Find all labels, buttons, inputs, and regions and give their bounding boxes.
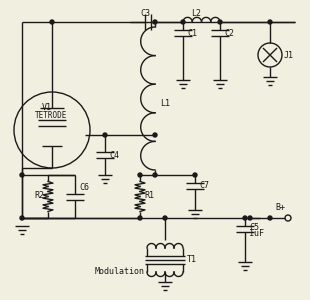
Circle shape [163,216,167,220]
Circle shape [153,20,157,24]
Circle shape [50,20,54,24]
Text: J1: J1 [284,50,294,59]
Circle shape [248,216,252,220]
Text: L2: L2 [191,8,201,17]
Circle shape [138,173,142,177]
Circle shape [153,173,157,177]
Circle shape [20,216,24,220]
Circle shape [20,173,24,177]
Text: R2: R2 [34,191,44,200]
Circle shape [103,133,107,137]
Circle shape [193,173,197,177]
Text: L1: L1 [160,98,170,107]
Text: Modulation: Modulation [95,268,145,277]
Circle shape [218,20,222,24]
Text: C5: C5 [249,223,259,232]
Text: C6: C6 [79,184,89,193]
Text: V1: V1 [42,103,52,112]
Text: C4: C4 [109,151,119,160]
Circle shape [268,216,272,220]
Text: T1: T1 [187,256,197,265]
Text: C7: C7 [199,182,209,190]
Circle shape [243,216,247,220]
Text: C2: C2 [224,28,234,38]
Text: B+: B+ [275,203,285,212]
Circle shape [181,20,185,24]
Text: C3: C3 [140,8,150,17]
Circle shape [138,216,142,220]
Text: 1uF: 1uF [249,230,264,238]
Text: C1: C1 [187,28,197,38]
Text: R1: R1 [144,191,154,200]
Text: TETRODE: TETRODE [35,112,67,121]
Circle shape [268,20,272,24]
Circle shape [153,133,157,137]
